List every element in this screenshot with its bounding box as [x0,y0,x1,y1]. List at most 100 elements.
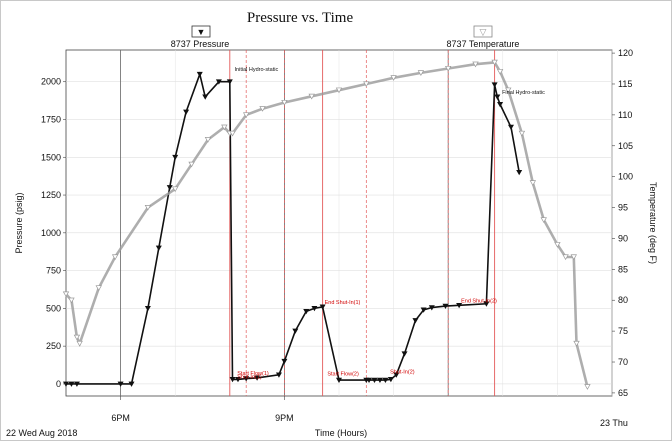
pressure-point [311,306,318,312]
annotations: Initial Hydro-static End Shut-In(1) Start … [235,67,546,380]
temperature-point [529,180,537,186]
temperature-point [540,217,547,224]
pressure-point [68,381,75,387]
temperature-point [496,69,504,75]
pressure-point [226,79,233,85]
pressure-point [215,79,222,85]
temperature-point [390,75,397,81]
y-left-tick-label: 0 [56,379,61,389]
temperature-point [308,93,315,100]
x-tick-label: 6PM [111,413,130,423]
pressure-point [172,154,179,161]
pressure-point [73,381,80,387]
pressure-point [117,381,124,387]
temperature-point [472,61,479,68]
pressure-point [144,306,151,312]
pressure-point [229,377,236,383]
temperature-point [229,130,236,137]
pressure-point [382,377,389,384]
y-left-tick-label: 1250 [41,190,61,200]
temperature-point [242,112,250,118]
pressure-point [376,377,383,384]
pressure-legend-box[interactable] [191,25,211,38]
event-annotation: End Shut-In(2) [461,298,497,304]
y-left-tick-label: 1000 [41,228,61,238]
pressure-point [281,358,288,365]
pressure-point [442,303,449,310]
x-end-date-label: 23 Thu [600,418,628,428]
y-right-tick-label: 115 [618,79,632,89]
temperature-point [62,291,70,298]
event-annotation: Start Flow(2) [327,372,359,378]
pressure-point [183,109,190,115]
pressure-legend-label: 8737 Pressure [171,39,230,49]
axes: 0 250 500 750 1000 1250 1500 1750 2000 65 70 75 80 85… [41,48,633,423]
y-right-tick-label: 100 [618,172,633,182]
y-right-tick-label: 70 [618,357,628,367]
y-right-tick-label: 95 [618,203,628,213]
pressure-point [412,318,419,324]
event-annotation: Initial Hydro-static [235,67,279,73]
temperature-point [76,340,83,347]
temperature-point [111,254,119,261]
pressure-point [393,372,400,378]
temperature-legend-box[interactable] [473,25,493,38]
legend: ▼ 8737 Pressure ▽ 8737 Temperature [171,25,519,49]
pressure-point [420,307,427,313]
pressure-point [491,82,498,88]
pressure-point [335,377,343,384]
temperature-legend-marker-icon: ▽ [480,27,487,37]
temperature-point [335,87,343,94]
pressure-point [497,102,504,108]
pressure-point [401,351,408,357]
temperature-point [73,334,81,341]
pressure-point [128,381,135,387]
y-left-tick-label: 250 [46,341,61,351]
pressure-point [428,305,435,311]
temperature-point [363,81,370,88]
pressure-point [371,377,378,384]
y-right-tick-label: 120 [618,48,633,58]
x-start-date-label: 22 Wed Aug 2018 [6,428,77,438]
pressure-point [243,376,250,382]
temperature-point [445,65,452,72]
pressure-point [303,309,310,315]
x-tick-label: 9PM [275,413,294,423]
temperature-point [518,130,526,137]
temperature-point [584,384,591,390]
temperature-point [491,59,498,66]
series-layer [62,59,591,390]
pressure-point [456,302,463,309]
pressure-legend-marker-icon: ▼ [197,27,206,37]
temperature-point [505,87,512,94]
event-annotation: Start Flow(1) [237,371,269,377]
y-right-tick-label: 75 [618,326,628,336]
temperature-point [172,186,179,193]
pressure-point [166,185,173,191]
temperature-point [68,297,75,304]
temperature-point [281,99,288,106]
y-right-tick-label: 85 [618,264,628,274]
pressure-point [319,304,326,310]
temperature-point [188,161,195,168]
temperature-point [417,70,425,76]
x-axis-label: Time (Hours) [315,428,367,438]
temperature-point [573,340,580,347]
temperature-point [204,137,212,143]
event-annotation: Final Hydro-static [502,90,545,96]
pressure-series-line [66,71,520,385]
pressure-point [507,124,514,130]
temperature-point [562,254,569,261]
pressure-point [494,94,501,100]
event-annotation: End Shut-In(1) [325,300,361,306]
y-left-tick-label: 750 [46,266,61,276]
y-right-tick-label: 110 [618,110,632,120]
pressure-point [196,71,203,78]
y-right-tick-label: 65 [618,388,628,398]
temperature-point [554,242,561,248]
pressure-point [292,328,299,334]
pressure-point [483,301,490,307]
pressure-point [516,170,523,176]
pressure-point [202,94,209,100]
